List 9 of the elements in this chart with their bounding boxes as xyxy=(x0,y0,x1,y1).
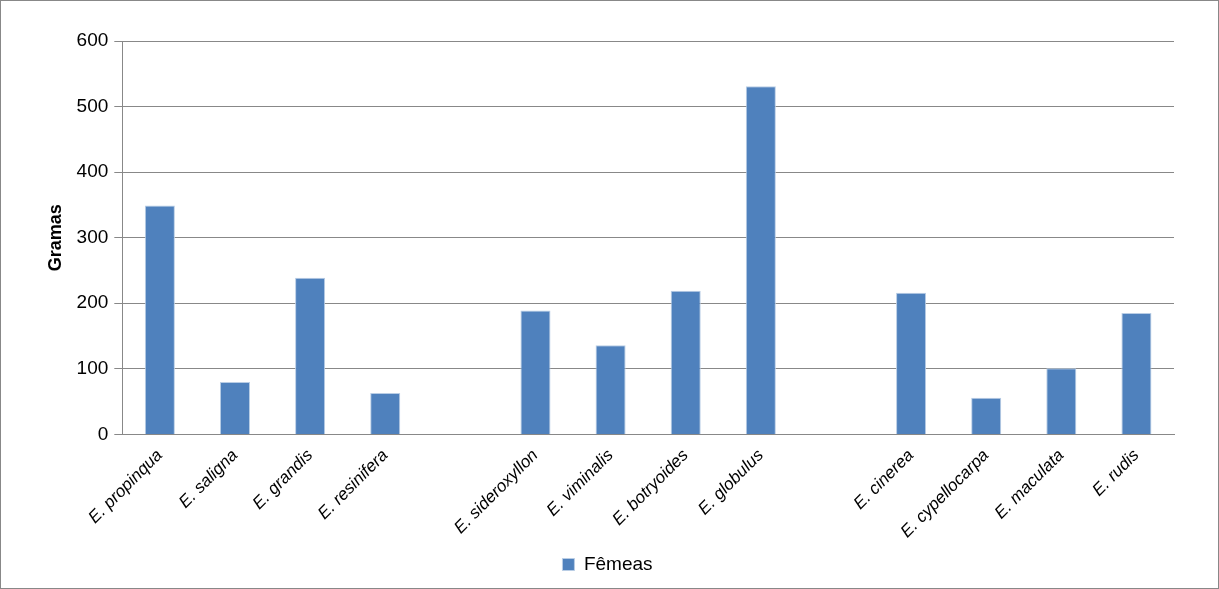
y-tick-label: 400 xyxy=(76,160,109,182)
y-tick-label: 300 xyxy=(76,225,109,247)
y-tick-label: 200 xyxy=(76,291,109,313)
y-tick-label: 0 xyxy=(97,422,109,444)
y-tick-label: 500 xyxy=(76,94,109,116)
legend-label: Fêmeas xyxy=(583,552,653,574)
y-axis-title: Gramas xyxy=(44,204,65,272)
y-tick-label: 600 xyxy=(76,29,109,51)
y-tick-label: 100 xyxy=(76,357,109,379)
